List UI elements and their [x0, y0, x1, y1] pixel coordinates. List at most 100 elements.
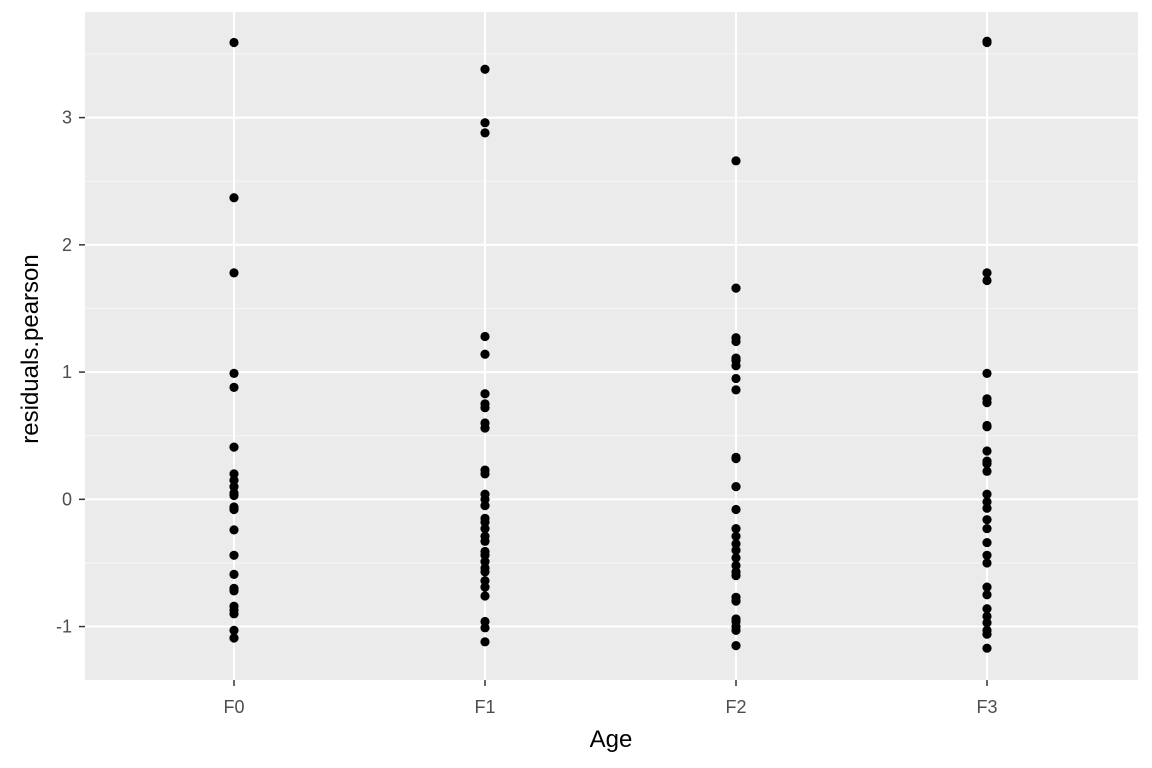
- data-point: [229, 625, 239, 635]
- data-point: [982, 523, 992, 534]
- data-point: [982, 558, 992, 568]
- x-tick-label: F2: [725, 697, 746, 717]
- data-point: [480, 501, 490, 511]
- data-point: [731, 385, 741, 395]
- data-point: [731, 283, 741, 293]
- data-point: [731, 545, 741, 555]
- data-point: [229, 550, 239, 560]
- data-point: [229, 609, 239, 619]
- data-point: [229, 193, 239, 203]
- data-point: [982, 466, 992, 476]
- data-point: [480, 591, 490, 601]
- data-point: [480, 403, 490, 413]
- data-point: [731, 625, 741, 635]
- data-point: [229, 490, 239, 501]
- data-point: [731, 361, 741, 371]
- y-tick-label: 0: [62, 489, 72, 509]
- data-point: [982, 550, 992, 560]
- data-point: [731, 539, 741, 549]
- data-point: [229, 633, 239, 643]
- data-point: [229, 475, 239, 485]
- data-point: [982, 489, 992, 499]
- data-point: [731, 336, 741, 347]
- data-point: [480, 517, 490, 527]
- data-point: [480, 494, 490, 504]
- data-point: [731, 553, 741, 563]
- y-axis-title: residuals.pearson: [17, 254, 44, 443]
- data-point: [982, 275, 992, 286]
- data-point: [480, 128, 490, 138]
- data-point: [229, 382, 239, 392]
- data-point: [982, 446, 992, 456]
- data-point: [480, 576, 490, 586]
- data-point: [731, 596, 741, 606]
- data-point: [982, 422, 992, 432]
- data-point: [982, 368, 992, 378]
- data-point: [982, 629, 992, 639]
- data-point: [480, 557, 490, 567]
- data-point: [480, 582, 490, 592]
- data-point: [731, 560, 741, 571]
- data-point: [480, 118, 490, 128]
- data-point: [480, 536, 490, 546]
- data-point: [480, 567, 490, 577]
- data-point: [731, 454, 741, 464]
- y-tick-label: 1: [62, 362, 72, 382]
- data-point: [982, 515, 992, 525]
- data-point: [229, 569, 239, 579]
- data-point: [229, 442, 239, 452]
- data-point: [982, 604, 992, 614]
- y-tick-label: 2: [62, 235, 72, 255]
- data-point: [982, 268, 992, 278]
- data-point: [982, 497, 992, 507]
- data-point: [229, 504, 239, 515]
- data-point: [229, 586, 239, 596]
- data-point: [480, 331, 490, 342]
- data-point: [480, 469, 490, 479]
- data-point: [480, 637, 490, 647]
- data-point: [982, 459, 992, 469]
- x-tick-label: F3: [976, 697, 997, 717]
- data-point: [731, 641, 741, 651]
- data-point: [982, 611, 992, 621]
- data-point: [982, 618, 992, 628]
- data-point: [982, 590, 992, 600]
- data-point: [731, 504, 741, 515]
- data-point: [982, 537, 992, 548]
- data-point: [229, 481, 239, 492]
- data-point: [731, 571, 741, 581]
- data-point: [982, 643, 992, 653]
- data-point: [731, 531, 741, 541]
- y-axis: -1 0 1 2 3: [56, 108, 85, 637]
- data-point: [480, 423, 490, 433]
- data-point: [731, 481, 741, 492]
- data-point: [480, 64, 490, 74]
- data-point: [480, 389, 490, 399]
- x-axis: F0 F1 F2 F3: [223, 680, 998, 717]
- data-point: [731, 523, 741, 534]
- x-axis-title: Age: [590, 726, 633, 753]
- data-point: [229, 368, 239, 378]
- data-point: [229, 469, 239, 479]
- data-point: [982, 582, 992, 592]
- data-point: [229, 268, 239, 278]
- data-point: [480, 349, 490, 359]
- panel-background: [85, 12, 1138, 680]
- data-point: [480, 550, 490, 560]
- data-point: [731, 373, 741, 384]
- data-point: [982, 37, 992, 48]
- y-tick-label: 3: [62, 108, 72, 128]
- data-point: [229, 525, 239, 535]
- data-point: [982, 398, 992, 408]
- data-point: [731, 156, 741, 166]
- x-tick-label: F0: [223, 697, 244, 717]
- data-point: [480, 523, 490, 534]
- data-point: [229, 37, 239, 48]
- y-tick-label: -1: [56, 617, 72, 637]
- x-tick-label: F1: [474, 697, 495, 717]
- minor-grid: [85, 53, 1138, 564]
- data-point: [480, 616, 490, 627]
- data-point: [480, 623, 490, 633]
